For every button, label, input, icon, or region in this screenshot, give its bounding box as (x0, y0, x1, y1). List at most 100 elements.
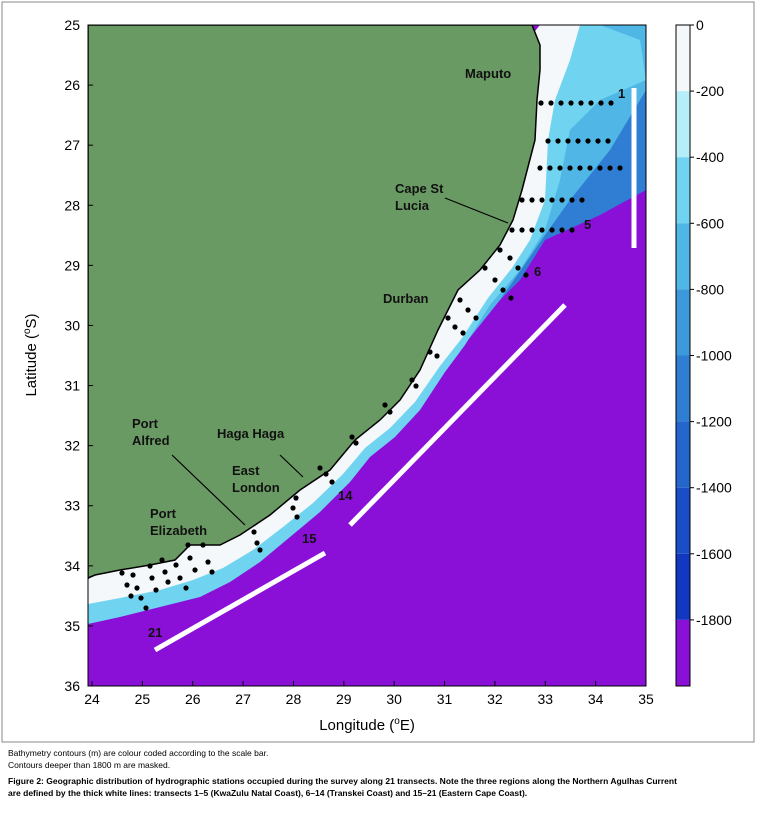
x-tick-label: 31 (437, 691, 453, 707)
transect-label: 15 (302, 531, 316, 546)
place-label: Haga Haga (217, 426, 285, 441)
station (128, 593, 134, 599)
colorbar-band (676, 157, 690, 224)
station (153, 587, 159, 593)
station (579, 197, 585, 203)
station (500, 287, 506, 293)
x-tick-label: 28 (286, 691, 302, 707)
label-part: o (394, 716, 400, 727)
station (177, 575, 183, 581)
colorbar-label: -1200 (696, 414, 732, 430)
station (254, 540, 260, 546)
x-axis-label: Longitude (oE) (319, 716, 415, 734)
station (539, 197, 545, 203)
station (555, 138, 561, 144)
station (460, 330, 466, 336)
transect-label: 5 (584, 217, 591, 232)
annotations: 24 25 26 27 28 29 30 31 32 33 34 35 25 26 27 28 29 30 31 32… (22, 17, 732, 734)
place-label: Maputo (465, 66, 511, 81)
frame (1, 1, 755, 743)
station (607, 165, 613, 171)
station (317, 465, 323, 471)
station (587, 165, 593, 171)
station (617, 165, 623, 171)
station (605, 138, 611, 144)
station (549, 227, 555, 233)
colorbar-band (676, 487, 690, 554)
station (445, 315, 451, 321)
station (538, 100, 544, 106)
y-tick-label: 29 (64, 257, 80, 273)
station (539, 227, 545, 233)
label-part: o (22, 328, 33, 334)
station (251, 529, 257, 535)
colorbar-band (676, 289, 690, 356)
station (497, 247, 503, 253)
colorbar-label: -600 (696, 215, 724, 231)
place-label: Durban (383, 291, 429, 306)
axes-frame (87, 24, 647, 687)
colorbar-label: -800 (696, 281, 724, 297)
station (585, 138, 591, 144)
x-tick-label: 26 (185, 691, 201, 707)
colorbar-label: -1400 (696, 480, 732, 496)
place-label: London (232, 480, 280, 495)
region-line (348, 303, 567, 527)
station (119, 570, 125, 576)
station (293, 495, 299, 501)
station (413, 383, 419, 389)
note: Contours deeper than 1800 m are masked. (8, 760, 171, 770)
station (529, 227, 535, 233)
x-tick-label: 32 (487, 691, 503, 707)
station (595, 138, 601, 144)
y-tick-label: 25 (64, 17, 80, 33)
arrow (444, 197, 509, 224)
station (173, 562, 179, 568)
place-label: Alfred (132, 433, 170, 448)
station (515, 265, 521, 271)
stations (119, 100, 623, 611)
station (567, 165, 573, 171)
y-tick-label: 34 (64, 558, 80, 574)
station (162, 569, 168, 575)
map: 24 25 26 27 28 29 30 31 32 33 34 35 25 26 27 28 29 30 31 32… (1, 1, 755, 743)
x-tick-label: 25 (135, 691, 151, 707)
colorbar-band (676, 421, 690, 488)
station (147, 563, 153, 569)
colorbar-label: 0 (696, 17, 704, 33)
station (200, 542, 206, 548)
station (138, 595, 144, 601)
station (387, 409, 393, 415)
station (588, 100, 594, 106)
station (205, 559, 211, 565)
place-label: Cape St (395, 181, 444, 196)
station (143, 605, 149, 611)
label-part: E) (400, 717, 415, 734)
y-tick-label: 35 (64, 618, 80, 634)
colorbar-band (676, 91, 690, 158)
place-label: Lucia (395, 198, 430, 213)
station (382, 402, 388, 408)
station (529, 197, 535, 203)
label-part: Latitude ( (23, 334, 40, 397)
station (427, 349, 433, 355)
y-tick-label: 30 (64, 317, 80, 333)
colorbar-band (676, 25, 690, 92)
station (549, 197, 555, 203)
station (578, 100, 584, 106)
colorbar-label: -1800 (696, 612, 732, 628)
station (452, 324, 458, 330)
station (575, 138, 581, 144)
x-tick-label: 24 (84, 691, 100, 707)
region-line (153, 550, 327, 653)
caption: are defined by the thick white lines: tr… (8, 788, 528, 798)
colorbar-label: -1600 (696, 546, 732, 562)
x-tick-label: 35 (638, 691, 654, 707)
station (134, 585, 140, 591)
place-label: Port (150, 506, 177, 521)
station (353, 440, 359, 446)
colorbar-band (676, 619, 690, 686)
station (183, 585, 189, 591)
station (349, 434, 355, 440)
station (519, 227, 525, 233)
